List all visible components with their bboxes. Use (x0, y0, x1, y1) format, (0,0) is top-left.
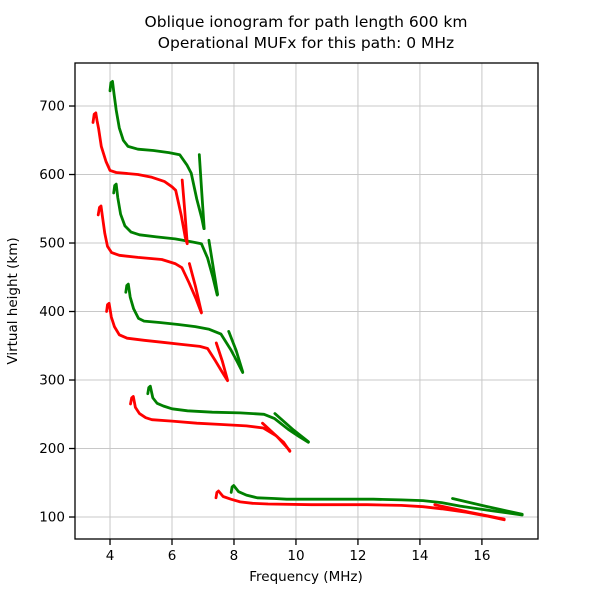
y-axis-label: Virtual height (km) (5, 237, 21, 364)
y-tick-label: 100 (39, 510, 65, 526)
data-series (91, 80, 524, 522)
green-trace-2-high-ray (207, 238, 220, 296)
y-tick-label: 300 (39, 373, 65, 389)
y-tick-label: 600 (39, 167, 65, 183)
x-tick-label: 12 (349, 548, 366, 564)
green-trace-5-low-ray (229, 484, 524, 517)
red-trace-2-low-ray (96, 204, 203, 315)
x-tick-label: 8 (230, 548, 239, 564)
chart-title-line2: Operational MUFx for this path: 0 MHz (158, 34, 454, 52)
red-trace-1-low-ray (91, 111, 189, 246)
x-axis-label: Frequency (MHz) (249, 569, 362, 585)
green-trace-4-high-ray (273, 412, 310, 444)
green-trace-3-high-ray (227, 329, 245, 374)
green-trace-1-high-ray (197, 153, 206, 231)
red-trace-5-high-ray (433, 503, 506, 521)
green-trace-2-low-ray (112, 182, 219, 297)
red-trace-1-high-ray (180, 178, 189, 245)
y-tick-label: 200 (39, 441, 65, 457)
x-tick-label: 14 (411, 548, 428, 564)
red-trace-2-high-ray (187, 262, 203, 314)
y-tick-label: 500 (39, 236, 65, 252)
green-trace-5-high-ray (451, 497, 524, 516)
x-tick-label: 10 (287, 548, 304, 564)
x-tick-label: 16 (473, 548, 490, 564)
green-trace-1-low-ray (108, 80, 206, 231)
red-trace-3-low-ray (105, 301, 229, 383)
y-tick-label: 400 (39, 304, 65, 320)
red-trace-4-low-ray (129, 395, 292, 453)
grid-lines (75, 63, 538, 539)
y-tick-label: 700 (39, 99, 65, 115)
x-tick-label: 4 (106, 548, 115, 564)
plot-border (74, 62, 539, 540)
chart-title-line1: Oblique ionogram for path length 600 km (145, 13, 468, 31)
red-trace-4-high-ray (261, 421, 292, 453)
red-trace-3-high-ray (214, 341, 229, 382)
green-trace-3-low-ray (124, 282, 245, 374)
x-tick-label: 6 (168, 548, 177, 564)
axes: 4 6 8 10 12 14 16 100 200 300 400 500 600 700 (39, 62, 539, 564)
red-trace-5-low-ray (214, 489, 506, 522)
green-trace-4-low-ray (146, 384, 310, 444)
